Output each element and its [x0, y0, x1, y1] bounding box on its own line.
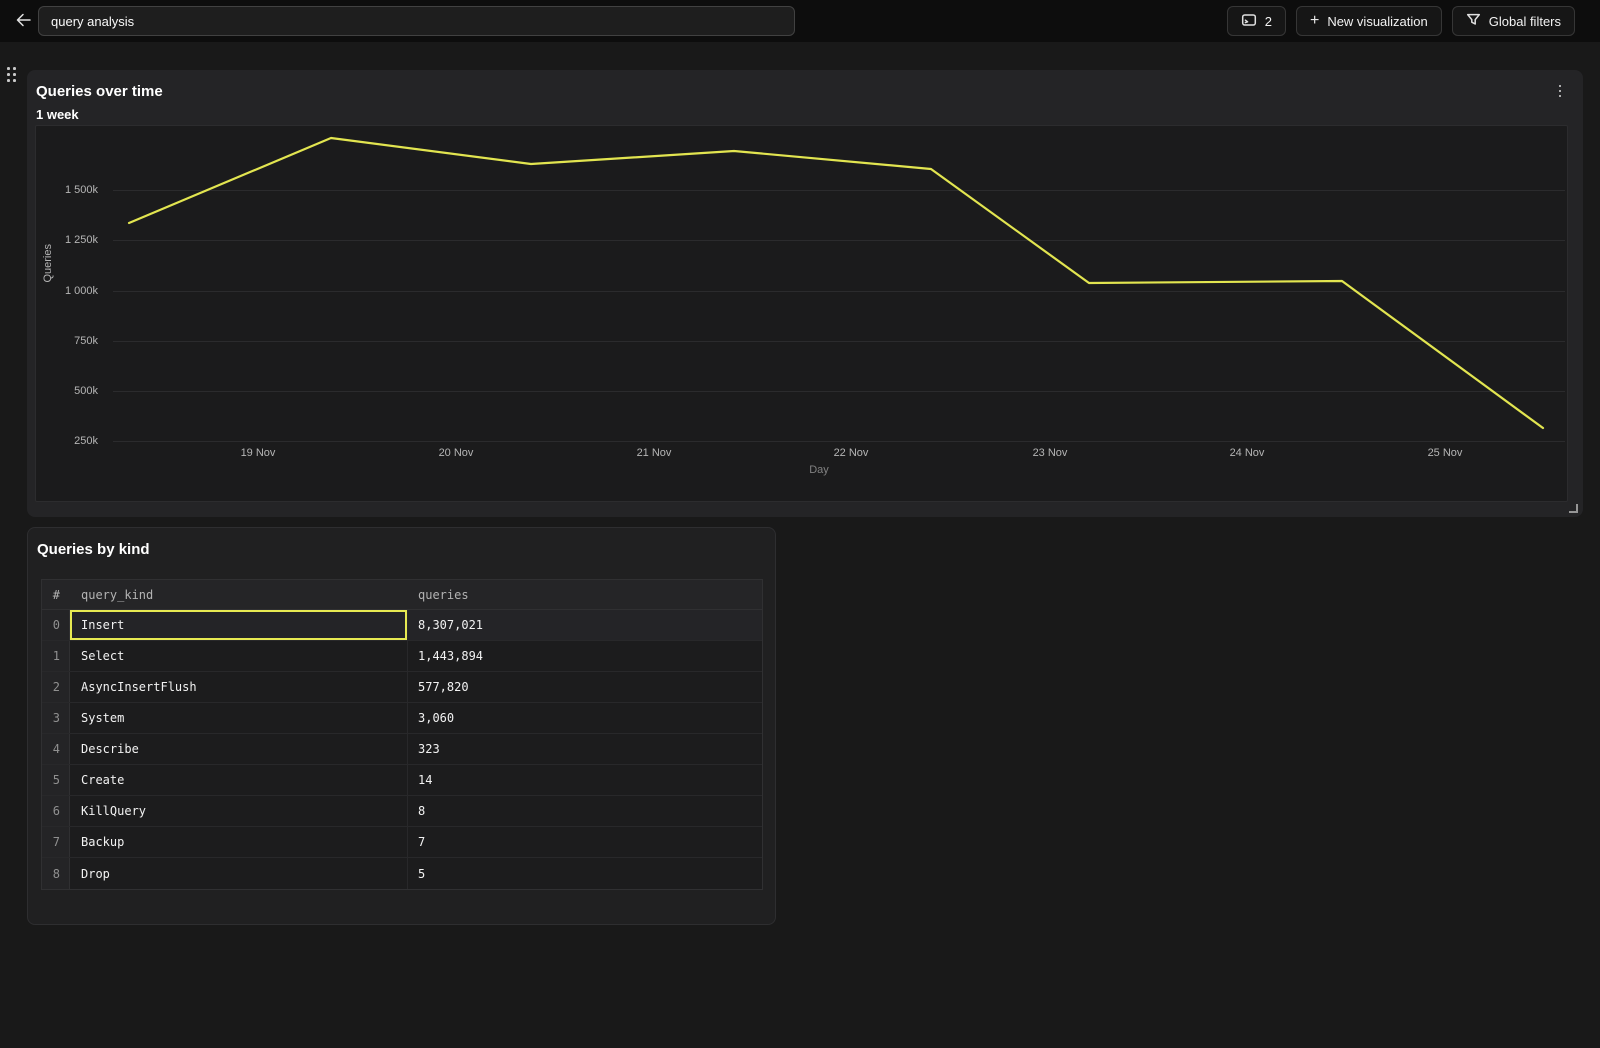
row-index-cell: 5	[42, 765, 70, 795]
x-axis-title: Day	[809, 464, 829, 476]
dashboard-title-input[interactable]	[38, 6, 795, 36]
query-kind-cell[interactable]: Backup	[70, 827, 408, 857]
queries-value-cell[interactable]: 8	[418, 804, 426, 818]
query-kind-cell[interactable]: KillQuery	[70, 796, 408, 826]
topbar: 2 + New visualization Global filters	[0, 0, 1600, 42]
x-tick-label: 24 Nov	[1229, 447, 1265, 459]
table-row[interactable]: 2 AsyncInsertFlush 577,820	[42, 672, 762, 703]
query-kind-cell[interactable]: AsyncInsertFlush	[70, 672, 408, 702]
table-row[interactable]: 4 Describe 323	[42, 734, 762, 765]
queries-value-cell[interactable]: 323	[418, 742, 440, 756]
column-header-index[interactable]: #	[52, 587, 60, 602]
column-header-queries[interactable]: queries	[418, 587, 469, 602]
row-index-cell: 1	[42, 641, 70, 671]
chart-panel-title: Queries over time	[36, 83, 163, 100]
row-index-cell: 8	[42, 858, 70, 889]
query-kind-cell[interactable]: Drop	[70, 858, 408, 889]
queries-line-chart	[113, 136, 1565, 442]
row-index-cell: 0	[42, 610, 70, 640]
view-count-label: 2	[1264, 13, 1272, 29]
queries-value-cell[interactable]: 5	[418, 866, 426, 881]
queries-value-cell[interactable]: 7	[418, 835, 426, 849]
row-index-cell: 2	[42, 672, 70, 702]
table-panel-title: Queries by kind	[37, 541, 150, 558]
queries-series-line	[127, 136, 1545, 430]
table-row[interactable]: 7 Backup 7	[42, 827, 762, 858]
table-row[interactable]: 5 Create 14	[42, 765, 762, 796]
arrow-left-icon	[15, 12, 32, 31]
new-visualization-label: New visualization	[1327, 13, 1428, 29]
queries-over-time-panel: Queries over time 1 week 1 500k 1 250k 1 0…	[27, 70, 1583, 517]
table-row[interactable]: 1 Select 1,443,894	[42, 641, 762, 672]
x-tick-label: 21 Nov	[636, 447, 672, 459]
chart-panel-subtitle: 1 week	[36, 107, 79, 122]
y-tick-label: 250k	[74, 435, 98, 447]
line-chart-plot-area[interactable]: 1 500k 1 250k 1 000k 750k 500k 250k 19 Nov 20 …	[35, 125, 1568, 502]
queries-value-cell[interactable]: 8,307,021	[418, 618, 484, 632]
x-tick-label: 22 Nov	[833, 447, 869, 459]
topbar-actions: 2 + New visualization Global filters	[1226, 6, 1575, 36]
table-row[interactable]: 8 Drop 5	[42, 858, 762, 889]
panel-drag-handle-icon[interactable]	[7, 67, 16, 82]
table-row[interactable]: 3 System 3,060	[42, 703, 762, 734]
x-tick-label: 20 Nov	[438, 447, 474, 459]
queries-value-cell[interactable]: 577,820	[418, 680, 469, 694]
queries-value-cell[interactable]: 3,060	[418, 711, 455, 725]
table-row[interactable]: 6 KillQuery 8	[42, 796, 762, 827]
x-tick-label: 23 Nov	[1032, 447, 1068, 459]
funnel-icon	[1466, 12, 1481, 30]
row-index-cell: 4	[42, 734, 70, 764]
terminal-window-icon	[1241, 12, 1257, 31]
global-filters-button[interactable]: Global filters	[1451, 6, 1575, 36]
y-axis-title: Queries	[42, 244, 54, 283]
kebab-menu-icon[interactable]	[1553, 82, 1567, 100]
x-tick-label: 25 Nov	[1427, 447, 1463, 459]
global-filters-label: Global filters	[1488, 13, 1561, 29]
query-kind-cell[interactable]: System	[70, 703, 408, 733]
y-tick-label: 1 500k	[64, 184, 98, 196]
query-kind-cell[interactable]: Describe	[70, 734, 408, 764]
queries-by-kind-table: # query_kind queries 0 Insert 8,307,021 1 Sele…	[41, 579, 763, 890]
panel-resize-handle[interactable]	[1569, 504, 1578, 513]
queries-by-kind-panel: Queries by kind # query_kind queries 0 Inse…	[27, 527, 776, 925]
queries-value-cell[interactable]: 14	[418, 773, 433, 787]
y-tick-label: 1 000k	[64, 285, 98, 297]
column-header-query_kind[interactable]: query_kind	[81, 587, 154, 602]
queries-value-cell[interactable]: 1,443,894	[418, 649, 484, 663]
table-header-row: # query_kind queries	[42, 580, 762, 610]
row-index-cell: 7	[42, 827, 70, 857]
view-count-button[interactable]: 2	[1226, 6, 1286, 36]
table-row[interactable]: 0 Insert 8,307,021	[42, 610, 762, 641]
row-index-cell: 6	[42, 796, 70, 826]
query-kind-cell[interactable]: Create	[70, 765, 408, 795]
plus-icon: +	[1309, 11, 1320, 29]
query-kind-cell[interactable]: Select	[70, 641, 408, 671]
back-button[interactable]	[10, 9, 36, 33]
y-tick-label: 1 250k	[64, 234, 98, 246]
y-tick-label: 500k	[74, 385, 98, 397]
new-visualization-button[interactable]: + New visualization	[1295, 6, 1442, 36]
x-tick-label: 19 Nov	[240, 447, 276, 459]
query-kind-cell[interactable]: Insert	[70, 610, 408, 640]
row-index-cell: 3	[42, 703, 70, 733]
y-tick-label: 750k	[74, 335, 98, 347]
